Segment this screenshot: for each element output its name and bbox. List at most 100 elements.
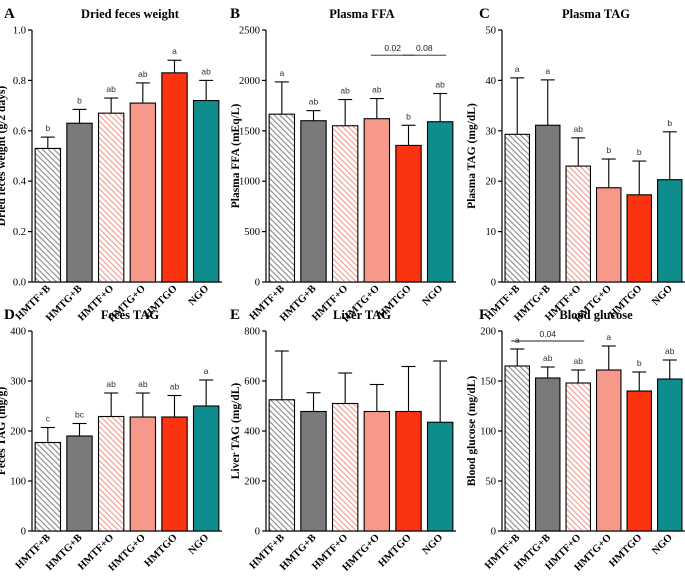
y-tick-label-b: 1000 <box>239 177 260 188</box>
y-tick-label-e: 400 <box>244 427 260 438</box>
bar-c-ngo <box>656 179 683 283</box>
x-tick-label-b: NGO <box>421 283 446 308</box>
x-tick-label-d: HMTGO <box>143 532 180 569</box>
significance-letter-f: ab <box>665 346 675 356</box>
bar-e-hmtgo <box>395 410 422 532</box>
significance-letter-d: a <box>204 366 209 376</box>
significance-letter-d: ab <box>106 379 116 389</box>
significance-letter-a: b <box>77 95 82 105</box>
bar-b-hmtgo <box>395 144 422 283</box>
y-axis-label-f: Blood glucose (mg/dL) <box>466 376 478 487</box>
significance-letter-a: b <box>45 123 50 133</box>
significance-letter-f: a <box>606 332 611 342</box>
y-tick-label-d: 100 <box>10 477 26 488</box>
bar-b-ngo <box>426 121 454 283</box>
y-tick-label-a: 0.8 <box>13 76 26 87</box>
y-axis-label-c: Plasma TAG (mg/dL) <box>466 103 478 209</box>
y-tick-label-c: 40 <box>486 76 497 87</box>
significance-letter-b: ab <box>372 85 382 95</box>
y-tick-label-e: 0 <box>255 527 260 538</box>
significance-letter-b: a <box>279 68 284 78</box>
y-tick-label-c: 30 <box>486 126 497 137</box>
y-tick-label-d: 300 <box>10 377 26 388</box>
significance-letter-f: b <box>637 358 642 368</box>
y-tick-label-a: 0.4 <box>13 177 27 188</box>
y-tick-label-e: 800 <box>244 327 260 338</box>
significance-letter-b: ab <box>340 86 350 96</box>
x-tick-label-d: NGO <box>187 532 212 557</box>
chart-title-b: Plasma FFA <box>329 7 394 21</box>
bar-d-hmtg-o <box>129 416 157 532</box>
y-tick-label-c: 0 <box>491 278 496 289</box>
bar-d-hmtgo <box>161 416 188 532</box>
bar-e-hmtg-o <box>363 410 391 532</box>
panel-letter-c: C <box>479 6 490 22</box>
panel-letter-b: B <box>230 6 240 22</box>
bar-e-hmtf-o <box>331 402 359 532</box>
bar-a-hmtg-b <box>66 122 93 283</box>
significance-letter-d: ab <box>138 379 148 389</box>
y-tick-label-c: 50 <box>486 26 497 37</box>
y-tick-label-f: 100 <box>480 427 496 438</box>
y-axis-label-b: Plasma FFA (mEq/L) <box>230 104 242 209</box>
bar-a-hmtg-o <box>129 102 157 283</box>
bar-d-hmtg-b <box>66 435 93 532</box>
x-tick-label-e: NGO <box>421 532 446 557</box>
significance-letter-c: a <box>515 64 520 74</box>
x-tick-label-f: NGO <box>650 532 675 557</box>
y-tick-label-a: 0.6 <box>13 126 26 137</box>
chart-title-d: Feces TAG <box>101 308 159 322</box>
bar-c-hmtg-o <box>595 187 622 283</box>
bar-b-hmtf-b <box>268 113 296 283</box>
significance-letter-d: bc <box>75 410 85 420</box>
bar-c-hmtg-b <box>534 124 561 283</box>
bar-f-hmtg-o <box>595 369 622 532</box>
significance-letter-c: a <box>545 66 550 76</box>
significance-letter-f: a <box>515 335 520 345</box>
panel-letter-d: D <box>4 307 15 323</box>
bar-f-hmtgo <box>626 390 652 532</box>
comparison-pvalue-b: 0.02 <box>384 43 401 53</box>
bar-b-hmtg-b <box>300 120 327 283</box>
x-tick-label-c: NGO <box>650 283 675 308</box>
y-tick-label-b: 2500 <box>239 26 260 37</box>
significance-letter-a: a <box>172 46 177 56</box>
bar-c-hmtf-b <box>504 133 530 283</box>
bar-a-hmtf-o <box>97 112 125 283</box>
bar-c-hmtf-o <box>565 165 591 283</box>
bar-e-hmtf-b <box>268 399 296 532</box>
y-axis-label-e: Liver TAG (mg/dL) <box>230 383 242 480</box>
y-tick-label-f: 150 <box>480 377 496 388</box>
y-tick-label-d: 400 <box>10 327 26 338</box>
comparison-pvalue-b: 0.08 <box>416 43 433 53</box>
significance-letter-b: ab <box>309 97 319 107</box>
chart-title-a: Dried feces weight <box>81 7 180 21</box>
bar-f-hmtf-o <box>565 382 591 532</box>
y-tick-label-c: 10 <box>486 227 497 238</box>
y-tick-label-b: 1500 <box>239 126 260 137</box>
y-tick-label-f: 200 <box>480 327 496 338</box>
significance-letter-b: ab <box>435 80 445 90</box>
chart-title-c: Plasma TAG <box>562 7 630 21</box>
chart-title-f: Blood glucose <box>559 308 633 322</box>
significance-letter-c: b <box>606 145 611 155</box>
y-tick-label-f: 50 <box>486 477 497 488</box>
y-axis-label-d: Feces TAG (mg/g) <box>0 387 8 476</box>
y-tick-label-a: 0.0 <box>13 278 26 289</box>
bar-f-hmtg-b <box>534 377 561 532</box>
bar-b-hmtg-o <box>363 118 391 283</box>
y-tick-label-d: 200 <box>10 427 26 438</box>
bar-c-hmtgo <box>626 194 652 283</box>
significance-letter-a: ab <box>106 84 116 94</box>
y-tick-label-a: 1.0 <box>13 26 26 37</box>
y-tick-label-e: 600 <box>244 377 260 388</box>
significance-letter-a: ab <box>201 66 211 76</box>
x-tick-label-e: HMTGO <box>377 532 414 569</box>
y-tick-label-b: 2000 <box>239 76 260 87</box>
panel-letter-e: E <box>230 307 240 323</box>
y-tick-label-b: 500 <box>244 227 260 238</box>
significance-letter-d: ab <box>170 382 180 392</box>
bar-d-hmtf-o <box>97 415 125 532</box>
bar-f-ngo <box>656 378 683 532</box>
